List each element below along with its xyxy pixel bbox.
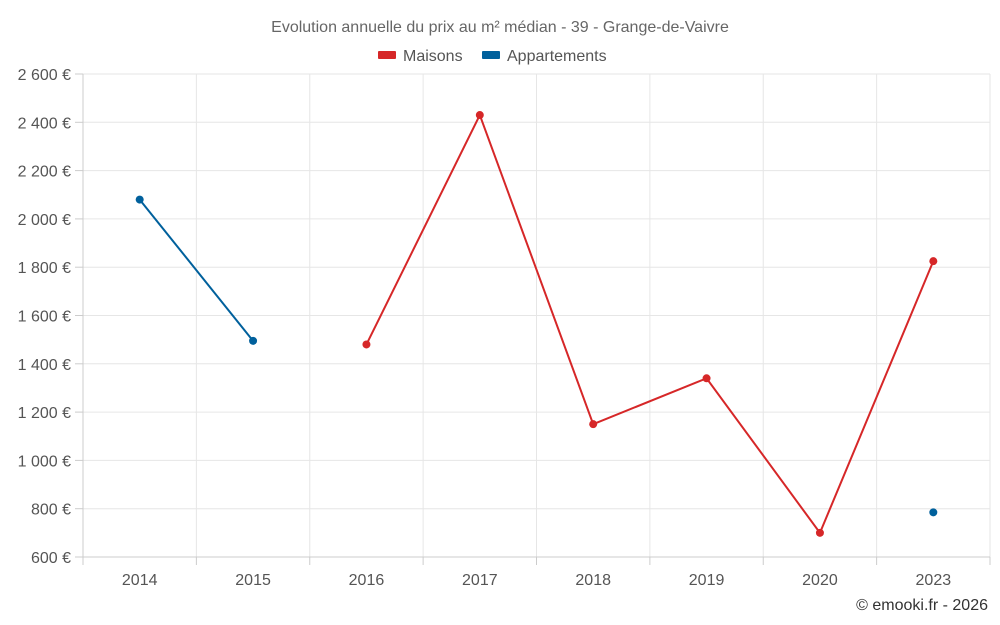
x-tick-label: 2014 (122, 572, 158, 589)
x-tick-label: 2018 (575, 572, 611, 589)
data-point[interactable] (362, 340, 371, 349)
chart-title: Evolution annuelle du prix au m² médian … (271, 19, 729, 36)
legend-item-maisons[interactable]: Maisons (378, 48, 463, 65)
legend-swatch (378, 51, 396, 59)
data-point[interactable] (475, 111, 484, 120)
x-tick-label: 2016 (349, 572, 385, 589)
data-point[interactable] (702, 374, 711, 383)
y-tick-label: 2 200 € (18, 164, 71, 181)
credit-text: © emooki.fr - 2026 (856, 597, 988, 614)
y-tick-label: 1 400 € (18, 357, 71, 374)
series-layer (135, 111, 938, 537)
data-point[interactable] (929, 508, 938, 517)
series-line (138, 198, 254, 342)
y-tick-label: 600 € (31, 550, 71, 567)
x-tick-label: 2019 (689, 572, 725, 589)
series-maisons (362, 111, 938, 537)
data-point[interactable] (249, 336, 258, 345)
data-point[interactable] (929, 257, 938, 266)
y-axis: 600 € 800 € 1 000 € 1 200 € 1 400 € 1 600 € 1 … (18, 67, 71, 567)
x-tick-label: 2020 (802, 572, 838, 589)
grid (75, 73, 991, 565)
x-tick-label: 2023 (916, 572, 952, 589)
y-tick-label: 1 000 € (18, 453, 71, 470)
x-tick-label: 2015 (235, 572, 271, 589)
y-tick-label: 800 € (31, 502, 71, 519)
legend-item-appartements[interactable]: Appartements (482, 48, 607, 65)
y-tick-label: 1 200 € (18, 405, 71, 422)
y-tick-label: 1 800 € (18, 260, 71, 277)
series-appartements (135, 195, 938, 517)
data-point[interactable] (815, 528, 824, 537)
y-tick-label: 2 600 € (18, 67, 71, 84)
data-point[interactable] (589, 420, 598, 429)
legend-label: Maisons (403, 48, 463, 65)
data-point[interactable] (135, 195, 144, 204)
y-tick-label: 2 000 € (18, 212, 71, 229)
x-tick-label: 2017 (462, 572, 498, 589)
series-line (365, 112, 935, 535)
y-tick-label: 1 600 € (18, 309, 71, 326)
y-tick-label: 2 400 € (18, 115, 71, 132)
legend-swatch (482, 51, 500, 59)
x-axis: 2014 2015 2016 2017 2018 2019 2020 2023 (122, 572, 951, 589)
legend-label: Appartements (507, 48, 607, 65)
legend: Maisons Appartements (378, 48, 607, 65)
